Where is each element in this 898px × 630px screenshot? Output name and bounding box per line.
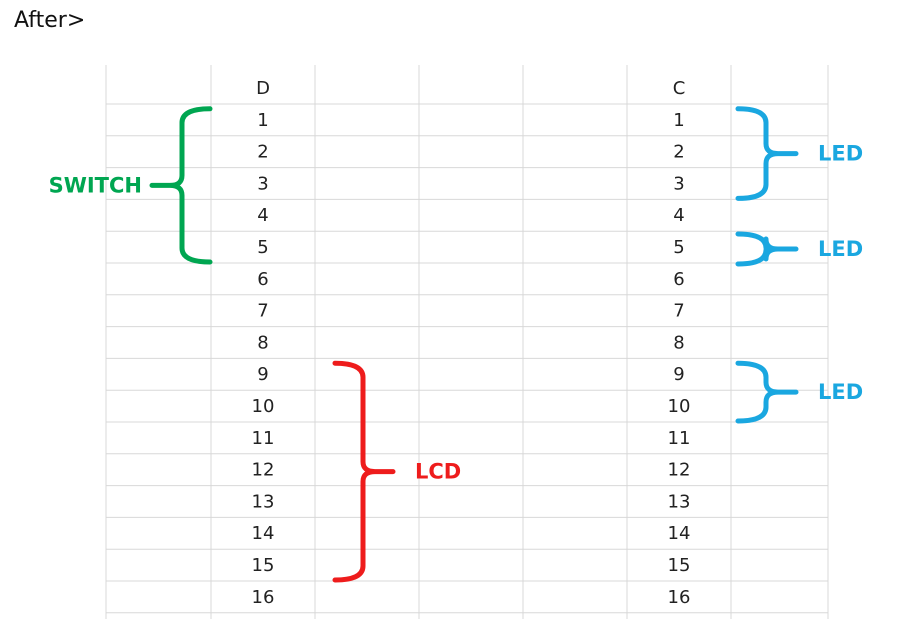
annotation-switch: SWITCH	[49, 106, 213, 265]
pin-cell-c: 6	[673, 269, 684, 290]
pin-cell-d: 7	[257, 301, 268, 322]
pin-cell-d: 6	[257, 269, 268, 290]
column-header-c: C	[673, 78, 686, 99]
pin-cell-c: 7	[673, 301, 684, 322]
pin-cell-d: 10	[252, 396, 275, 417]
pin-cell-d: 9	[257, 364, 268, 385]
pin-cell-c: 5	[673, 237, 684, 258]
bracket-shape	[735, 231, 799, 267]
pin-cell-d: 14	[252, 523, 275, 544]
pin-cell-d: 5	[257, 237, 268, 258]
pin-cell-c: 10	[668, 396, 691, 417]
annotation-label: LED	[818, 142, 863, 166]
annotation-lcd: LCD	[332, 360, 461, 583]
annotation-label: LED	[818, 237, 863, 261]
pin-cell-d: 16	[252, 587, 275, 608]
grid-lines	[105, 65, 829, 619]
pin-cell-d: 3	[257, 173, 268, 194]
pin-cell-d: 13	[252, 491, 275, 512]
pin-cell-c: 14	[668, 523, 691, 544]
pin-cell-c: 8	[673, 332, 684, 353]
annotation-label: LED	[818, 380, 863, 404]
cell-text-layer: D12345678910111213141516C123456789101112…	[252, 78, 691, 608]
page-title: After>	[14, 8, 86, 33]
pin-cell-c: 9	[673, 364, 684, 385]
pin-cell-d: 2	[257, 142, 268, 163]
annotation-layer: SWITCH LCD LED LED LED	[49, 106, 863, 583]
pin-cell-c: 16	[668, 587, 691, 608]
pin-cell-c: 1	[673, 110, 684, 131]
pin-cell-c: 13	[668, 491, 691, 512]
bracket-shape	[149, 106, 213, 265]
pin-cell-d: 8	[257, 332, 268, 353]
column-header-d: D	[256, 78, 270, 99]
annotation-led: LED	[735, 231, 863, 267]
pin-cell-c: 2	[673, 142, 684, 163]
annotation-led: LED	[735, 360, 863, 424]
pin-cell-c: 4	[673, 205, 684, 226]
pin-cell-c: 15	[668, 555, 691, 576]
pin-cell-c: 3	[673, 173, 684, 194]
bracket-shape	[735, 360, 799, 424]
pin-cell-c: 11	[668, 428, 691, 449]
annotation-label: LCD	[415, 460, 461, 484]
pin-cell-d: 11	[252, 428, 275, 449]
bracket-shape	[332, 360, 396, 583]
bracket-shape	[735, 106, 799, 201]
annotation-label: SWITCH	[49, 173, 142, 197]
annotation-led: LED	[735, 106, 863, 201]
pin-cell-d: 12	[252, 460, 275, 481]
pin-cell-d: 1	[257, 110, 268, 131]
pin-cell-d: 15	[252, 555, 275, 576]
pin-cell-c: 12	[668, 460, 691, 481]
pin-cell-d: 4	[257, 205, 268, 226]
